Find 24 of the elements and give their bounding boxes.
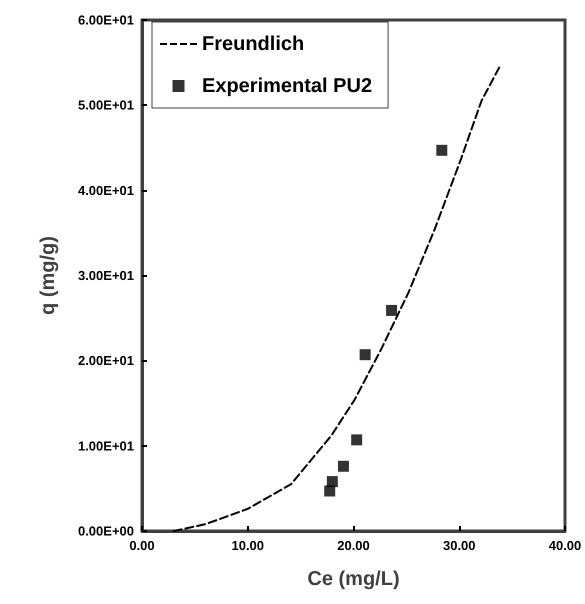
point — [386, 304, 398, 316]
point — [436, 144, 448, 156]
y-tick-label: 4.00E+01 — [78, 182, 134, 198]
x-tick-label: 40.00 — [548, 538, 582, 553]
x-tick-label: 0.00 — [129, 538, 155, 553]
y-tick-label: 6.00E+01 — [78, 12, 134, 28]
x-axis-title: Ce (mg/L) — [307, 568, 400, 590]
y-tick-label: 2.00E+01 — [78, 353, 134, 368]
y-tick-label: 3.00E+01 — [78, 268, 134, 283]
y-axis-title: q (mg/g) — [37, 236, 59, 315]
point — [351, 434, 362, 446]
legend-label: Freundlich — [202, 33, 304, 55]
point — [324, 485, 336, 496]
x-tick-label: 10.00 — [231, 538, 264, 553]
legend-label: Experimental PU2 — [202, 75, 372, 97]
line-series — [172, 64, 502, 532]
x-tick-label: 20.00 — [337, 538, 370, 553]
x-tick-label: 30.00 — [442, 538, 476, 553]
y-tick-label: 1.00E+01 — [78, 438, 134, 454]
y-tick-label: 5.00E+01 — [78, 98, 134, 113]
y-tick-label: 0.00E+00 — [78, 524, 134, 538]
point — [338, 460, 349, 472]
point — [326, 476, 338, 488]
point — [360, 349, 371, 360]
